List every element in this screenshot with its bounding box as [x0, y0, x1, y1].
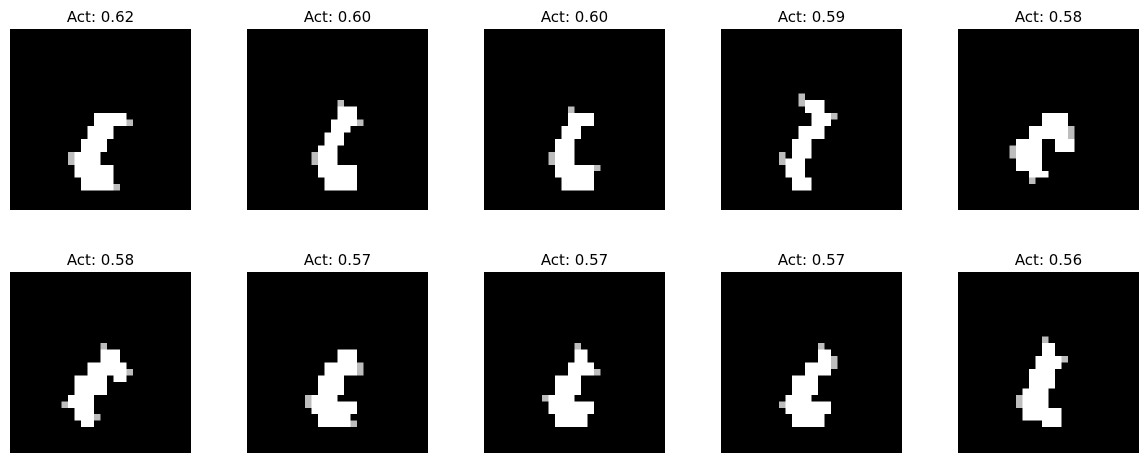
panel-title: Act: 0.60 — [540, 8, 609, 26]
panel-title: Act: 0.58 — [66, 251, 135, 269]
digit-image — [484, 272, 665, 453]
panel-title: Act: 0.62 — [66, 8, 135, 26]
digit-image — [484, 29, 665, 210]
panel-title: Act: 0.60 — [303, 8, 372, 26]
digit-image — [721, 29, 902, 210]
digit-image — [247, 29, 428, 210]
panel-title: Act: 0.57 — [777, 251, 846, 269]
panel-title: Act: 0.57 — [303, 251, 372, 269]
panel-title: Act: 0.57 — [540, 251, 609, 269]
digit-image — [247, 272, 428, 453]
digit-image — [958, 29, 1139, 210]
digit-image — [721, 272, 902, 453]
digit-image — [958, 272, 1139, 453]
panel-title: Act: 0.56 — [1014, 251, 1083, 269]
panel-title: Act: 0.58 — [1014, 8, 1083, 26]
digit-image — [10, 29, 191, 210]
digit-image — [10, 272, 191, 453]
panel-title: Act: 0.59 — [777, 8, 846, 26]
